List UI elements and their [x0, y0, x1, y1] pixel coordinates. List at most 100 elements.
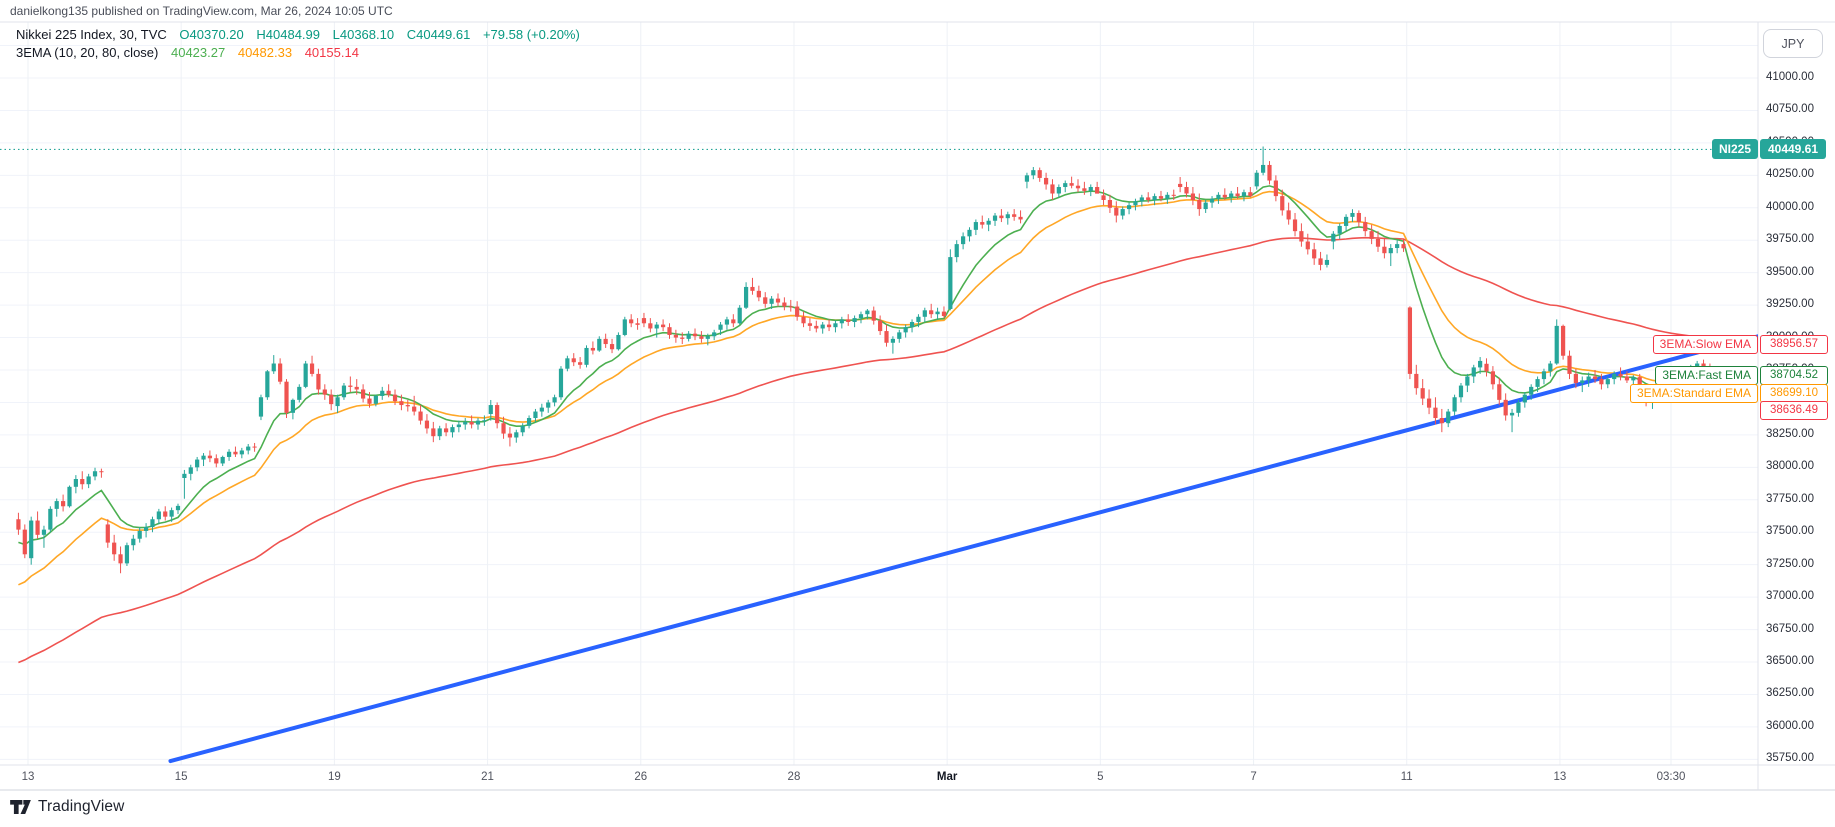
ema-slow-label[interactable]: 3EMA:Slow EMA: [1652, 335, 1758, 354]
candle: [1222, 188, 1227, 200]
candle: [1043, 172, 1049, 190]
candle: [361, 384, 366, 403]
price-axis-label: 36250.00: [1766, 687, 1814, 700]
currency-button[interactable]: JPY: [1763, 29, 1823, 58]
candle: [437, 425, 442, 441]
candle: [1146, 192, 1151, 203]
candle: [469, 415, 474, 429]
candle: [539, 403, 544, 417]
candle: [578, 357, 583, 369]
candle: [316, 368, 321, 395]
candle: [1120, 206, 1125, 220]
time-axis-label: 28: [787, 771, 801, 783]
candle: [807, 318, 813, 331]
time-axis-label: 21: [481, 771, 494, 783]
candle: [335, 394, 340, 414]
tradingview-logo[interactable]: TradingView: [10, 798, 124, 816]
candle: [616, 332, 621, 351]
candle: [622, 316, 627, 337]
candle: [743, 282, 749, 310]
candle: [1414, 364, 1419, 395]
candle: [1305, 233, 1310, 255]
symbol-legend-row[interactable]: Nikkei 225 Index, 30, TVC O40370.20 H404…: [16, 26, 580, 44]
candle: [329, 389, 334, 411]
candle: [1375, 231, 1381, 252]
candle: [1075, 179, 1081, 193]
candle: [1541, 368, 1547, 385]
ema-slow-line: [18, 236, 1723, 664]
candle: [858, 311, 864, 324]
indicator-legend-row[interactable]: 3EMA (10, 20, 80, close) 40423.27 40482.…: [16, 44, 580, 62]
price-axis-label: 40750.00: [1766, 103, 1814, 116]
candle: [1535, 376, 1540, 393]
candle: [35, 511, 40, 539]
candle: [443, 423, 449, 437]
candle: [156, 508, 161, 525]
candle: [1356, 210, 1361, 228]
candle: [782, 297, 787, 311]
symbol-price-label[interactable]: NI225: [1711, 139, 1758, 159]
candle: [1184, 181, 1189, 198]
candle: [526, 415, 532, 429]
candle: [373, 394, 378, 407]
candle: [935, 307, 940, 320]
candle: [565, 355, 570, 372]
candle: [795, 301, 800, 321]
ema-standard-label[interactable]: 3EMA:Standard EMA: [1629, 384, 1758, 403]
candle: [303, 360, 308, 389]
price-axis-label: 40000.00: [1766, 200, 1814, 213]
candle: [1158, 190, 1164, 202]
candle: [1586, 372, 1591, 387]
candle: [737, 305, 742, 325]
candle: [284, 379, 289, 419]
candle: [705, 333, 710, 346]
candle: [54, 498, 59, 517]
candle: [756, 285, 761, 302]
candle: [290, 398, 295, 420]
trendline[interactable]: [168, 334, 1759, 764]
candle: [1261, 146, 1266, 176]
candle: [533, 408, 538, 422]
candle: [175, 503, 181, 515]
ohlc-high: H40484.99: [256, 27, 321, 42]
candle: [92, 467, 98, 481]
candle: [386, 384, 391, 398]
candle: [1267, 161, 1272, 185]
candle: [1561, 324, 1566, 360]
symbol-title: Nikkei 225 Index, 30, TVC: [16, 27, 167, 42]
ema-fast-value: 40423.27: [170, 45, 226, 60]
candle: [1618, 367, 1623, 381]
candle: [986, 218, 991, 232]
candle: [1248, 187, 1253, 198]
candle: [1426, 389, 1432, 415]
candle: [865, 309, 870, 320]
price-axis-label: 39500.00: [1766, 265, 1814, 278]
candle: [354, 379, 359, 395]
candle: [1024, 172, 1030, 189]
attribution-text: danielkong135 published on TradingView.c…: [10, 4, 393, 18]
candle: [1331, 231, 1336, 250]
candle: [661, 319, 666, 332]
ohlc-close: C40449.61: [406, 27, 471, 42]
ema-slow-price: 38956.57: [1760, 335, 1828, 354]
candle: [105, 519, 110, 548]
candle: [1554, 319, 1559, 365]
ema-fast-label[interactable]: 3EMA:Fast EMA: [1655, 366, 1758, 385]
indicator-title: 3EMA (10, 20, 80, close): [16, 45, 159, 60]
candle: [667, 323, 672, 339]
candle: [1465, 373, 1470, 393]
candle: [1548, 360, 1553, 377]
candle: [405, 399, 410, 412]
candle: [118, 546, 123, 574]
candle: [1420, 379, 1425, 406]
candle: [552, 394, 557, 407]
candle: [609, 338, 615, 354]
candle: [1599, 373, 1604, 390]
candle: [1126, 202, 1132, 215]
candle: [341, 382, 347, 400]
candle: [558, 366, 564, 400]
candle: [1343, 214, 1349, 232]
candle: [226, 449, 232, 461]
